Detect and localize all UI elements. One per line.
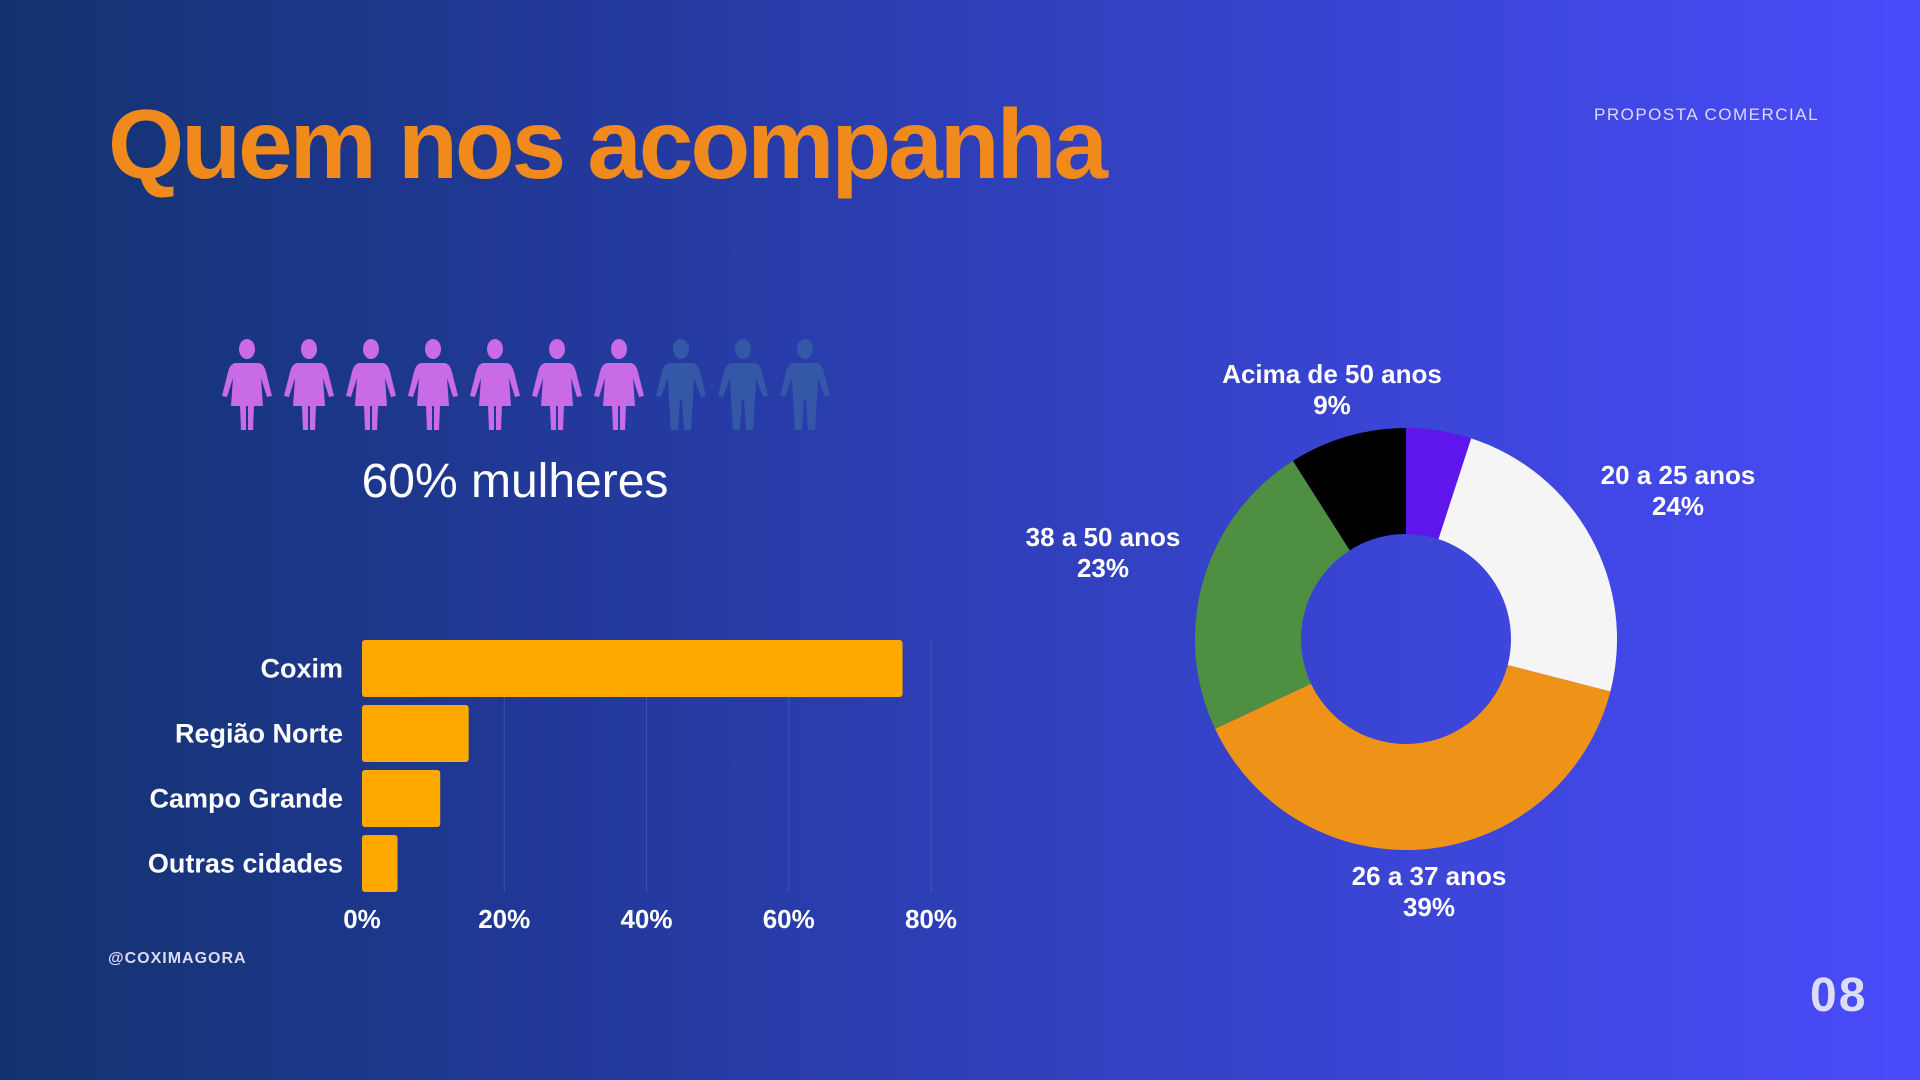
x-tick-label: 80% — [905, 904, 957, 934]
category-label: Região Norte — [175, 719, 343, 749]
head-shape — [797, 339, 813, 359]
woman-icon — [470, 339, 520, 430]
head-shape — [549, 339, 565, 359]
body-shape — [222, 363, 272, 430]
body-shape — [408, 363, 458, 430]
category-label: Coxim — [260, 654, 343, 684]
head-shape — [363, 339, 379, 359]
man-icon — [656, 339, 706, 430]
woman-icon — [594, 339, 644, 430]
slice-label: 38 a 50 anos — [1026, 522, 1181, 552]
woman-icon — [532, 339, 582, 430]
donut-slice — [1438, 438, 1618, 692]
bar-coxim — [362, 640, 903, 697]
body-shape — [656, 363, 706, 430]
x-tick-label: 40% — [620, 904, 672, 934]
social-handle: @COXIMAGORA — [108, 950, 247, 967]
woman-icon — [346, 339, 396, 430]
slice-label: 20 a 25 anos — [1601, 460, 1756, 490]
donut-slice — [1215, 665, 1611, 851]
head-shape — [239, 339, 255, 359]
donut-slice — [1292, 428, 1406, 551]
head-shape — [673, 339, 689, 359]
slice-label: Acima de 50 anos — [1222, 359, 1442, 389]
body-shape — [594, 363, 644, 430]
donut-slice — [1195, 460, 1350, 729]
woman-icon — [408, 339, 458, 430]
head-shape — [487, 339, 503, 359]
donut-slice — [1406, 428, 1472, 540]
head-shape — [425, 339, 441, 359]
category-label: Outras cidades — [148, 849, 343, 879]
page-title: Quem nos acompanha — [108, 89, 1108, 199]
head-shape — [735, 339, 751, 359]
women-percentage-label: 60% mulheres — [361, 455, 669, 508]
body-shape — [718, 363, 768, 430]
head-shape — [301, 339, 317, 359]
body-shape — [284, 363, 334, 430]
slice-percent: 24% — [1652, 491, 1704, 521]
man-icon — [718, 339, 768, 430]
category-label: Campo Grande — [149, 784, 343, 814]
body-shape — [346, 363, 396, 430]
head-shape — [611, 339, 627, 359]
man-icon — [780, 339, 830, 430]
woman-icon — [222, 339, 272, 430]
page-number: 08 — [1810, 969, 1868, 1022]
woman-icon — [284, 339, 334, 430]
x-tick-label: 0% — [343, 904, 381, 934]
body-shape — [780, 363, 830, 430]
section-tag: PROPOSTA COMERCIAL — [1594, 105, 1820, 124]
slice-percent: 23% — [1077, 553, 1129, 583]
slice-percent: 9% — [1313, 390, 1351, 420]
slice-percent: 39% — [1403, 892, 1455, 922]
body-shape — [470, 363, 520, 430]
bar-campo-grande — [362, 770, 441, 827]
body-shape — [532, 363, 582, 430]
bar-outras-cidades — [362, 835, 398, 892]
x-tick-label: 60% — [763, 904, 815, 934]
x-tick-label: 20% — [478, 904, 530, 934]
bar-região-norte — [362, 705, 469, 762]
slice-label: 26 a 37 anos — [1352, 861, 1507, 891]
